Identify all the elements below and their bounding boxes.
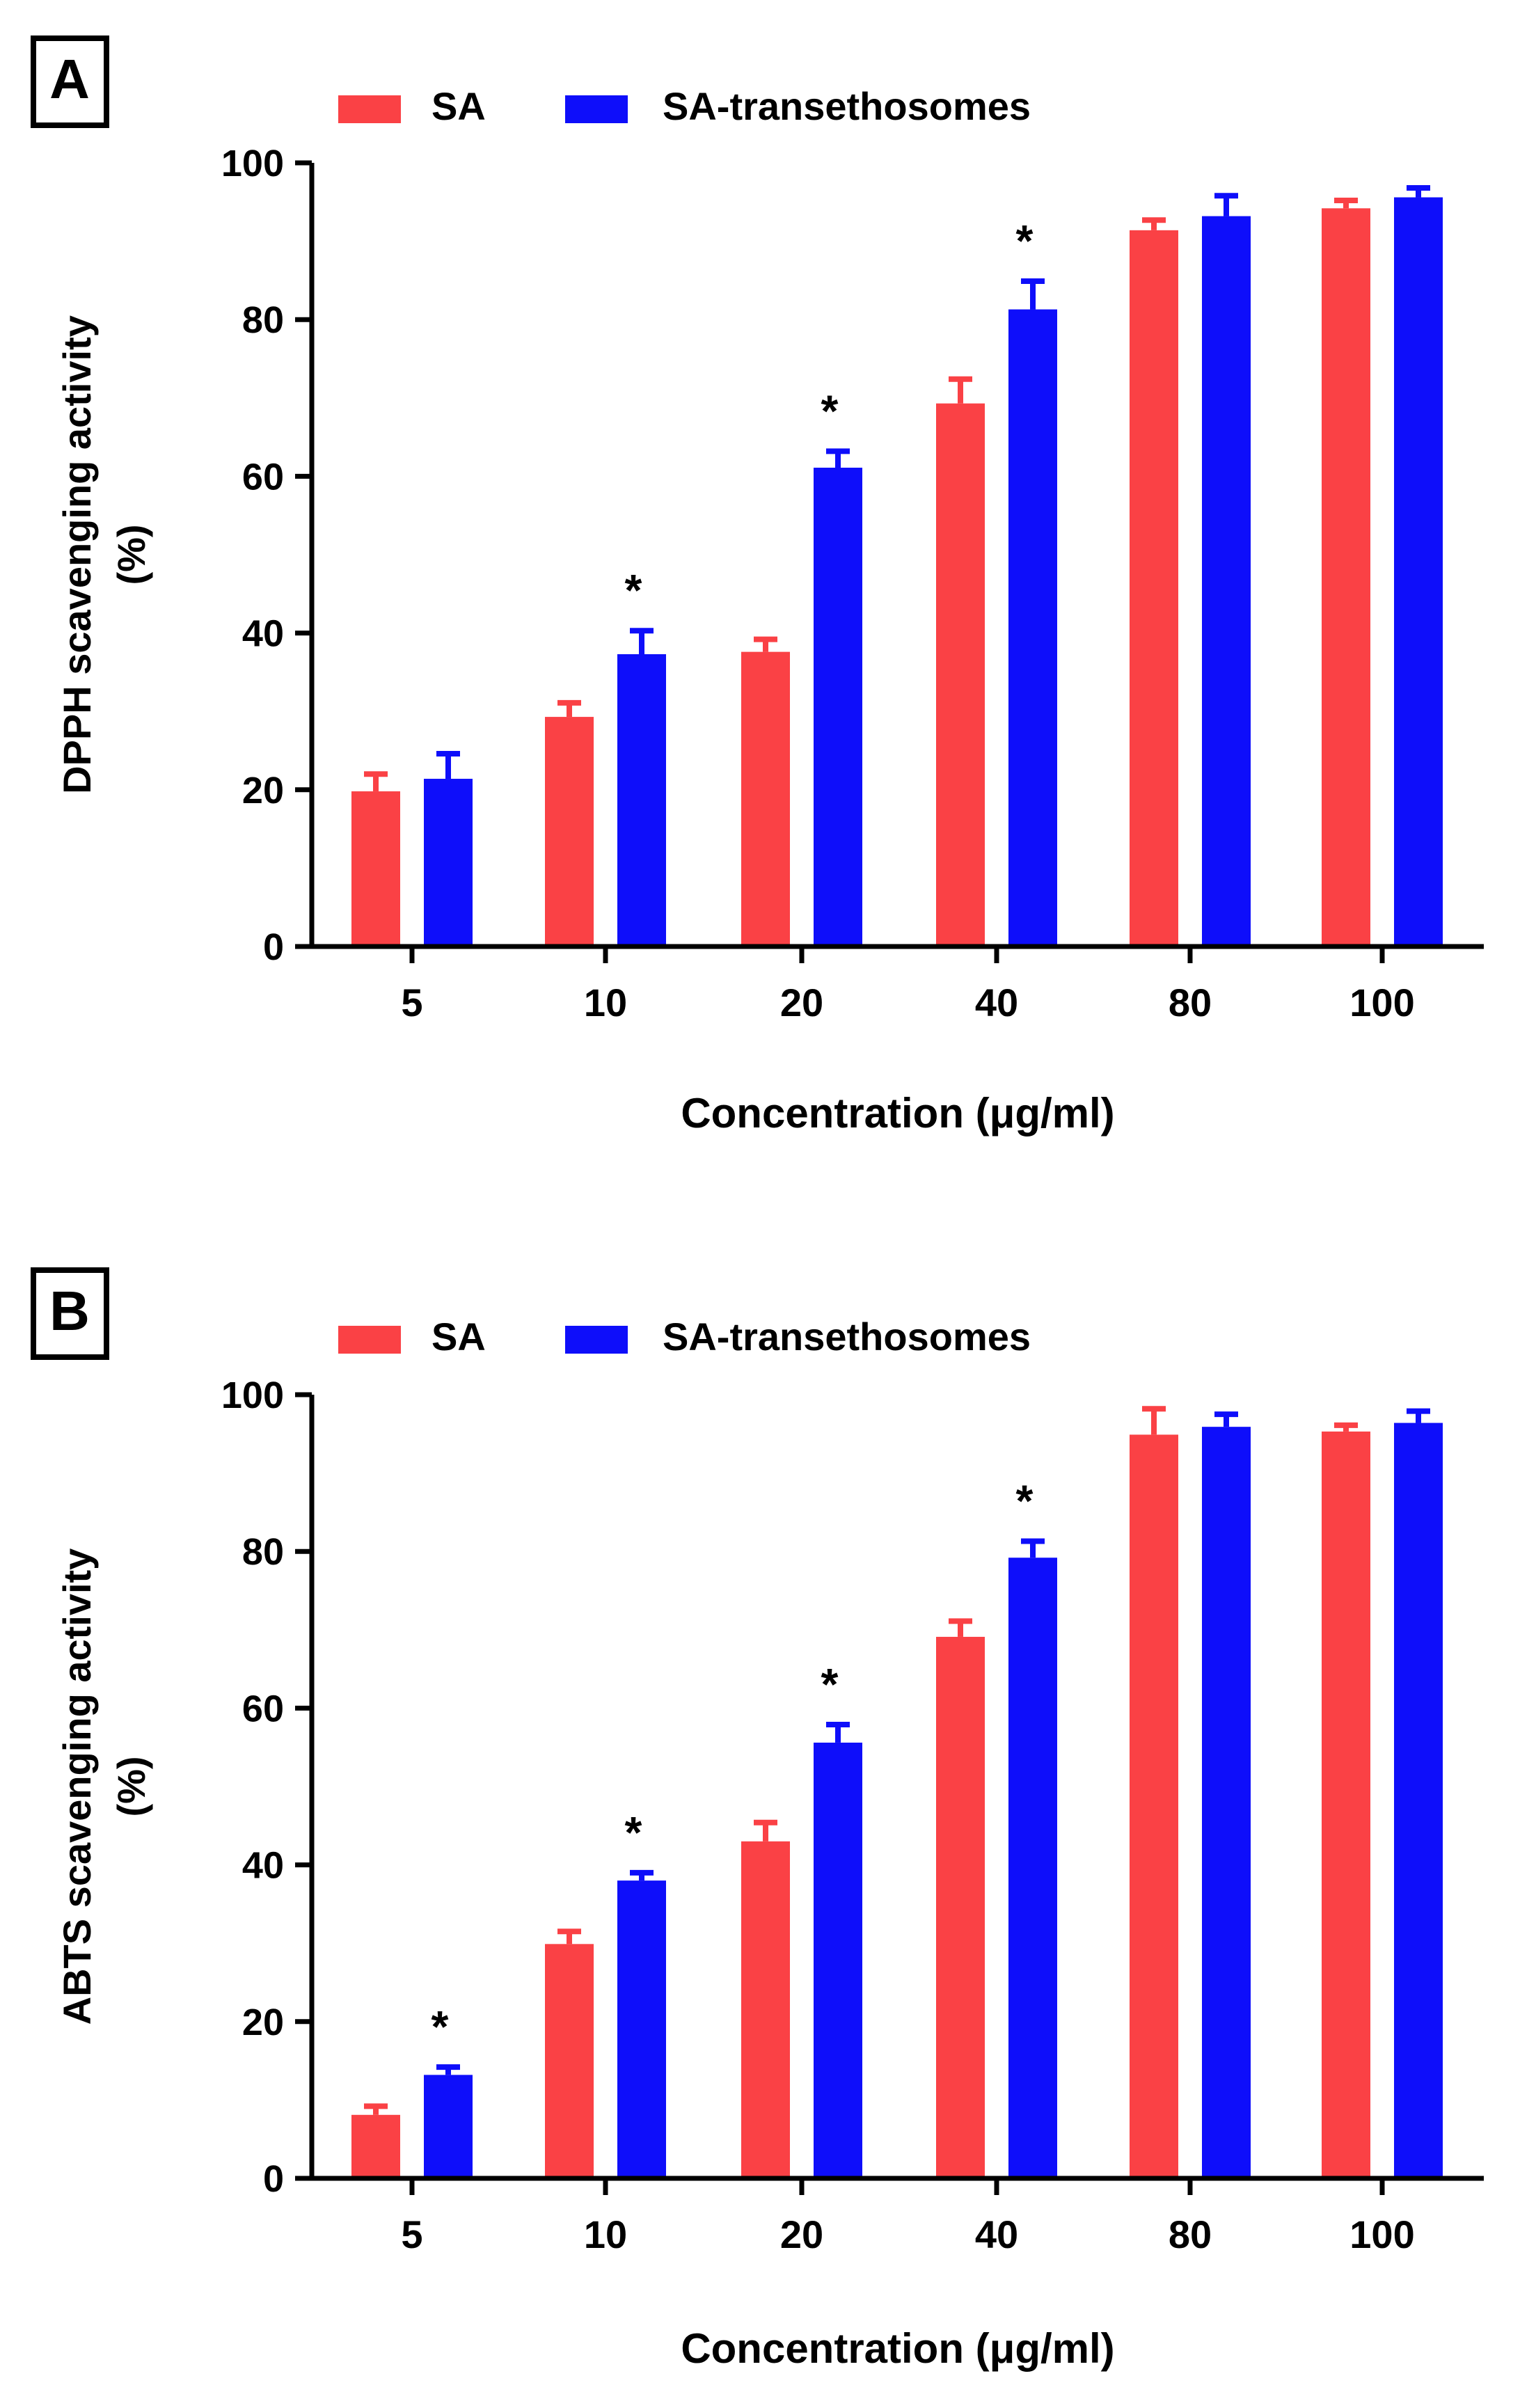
panel-a: A SA SA-transethosomes *** 020406080100 … [31, 35, 1484, 1136]
y-tick-label: 40 [242, 1845, 284, 1887]
x-tick-label: 20 [780, 2212, 823, 2256]
x-tick-label: 40 [975, 2212, 1018, 2256]
panel-label: B [49, 1280, 90, 1342]
panel-label-box [31, 35, 109, 128]
y-ticks: 0 20 40 60 80 100 [221, 1375, 312, 2200]
y-tick-label: 80 [242, 299, 284, 341]
significance-markers: * * * * [432, 1476, 1034, 2052]
significance-asterisk: * [432, 2002, 449, 2052]
bars [351, 1423, 1443, 2178]
legend-swatch-sa-transethosomes [565, 1326, 628, 1354]
x-tick-label: 5 [401, 2212, 422, 2256]
y-tick-label: 20 [242, 770, 284, 811]
significance-asterisk: * [821, 1659, 839, 1709]
legend-label-sa: SA [432, 1315, 486, 1359]
x-ticks: 5 10 20 40 80 100 [401, 2178, 1415, 2256]
x-tick-label: 100 [1349, 981, 1414, 1024]
x-tick-label: 80 [1169, 981, 1212, 1024]
bar-sa-transethosomes-80 [1202, 1427, 1251, 2178]
y-tick-label: 0 [263, 926, 284, 968]
bar-sa-80 [1130, 1434, 1178, 2178]
panel-b: B SA SA-transethosomes **** 020406080100… [31, 1267, 1484, 2372]
y-tick-label: 80 [242, 1531, 284, 1573]
bar-sa-transethosomes-10 [617, 1880, 666, 2178]
significance-asterisk: * [625, 565, 642, 615]
x-tick-label: 80 [1169, 2212, 1212, 2256]
bar-sa-5 [351, 2114, 400, 2178]
bar-sa-100 [1322, 1431, 1370, 2178]
bar-sa-transethosomes-40 [1008, 1558, 1057, 2178]
significance-asterisk: * [1016, 1476, 1034, 1526]
significance-asterisk: * [625, 1807, 642, 1858]
y-tick-label: 0 [263, 2158, 284, 2200]
panel-label: A [49, 48, 90, 110]
significance-asterisk: * [821, 386, 839, 436]
x-tick-label: 20 [780, 981, 823, 1024]
error-bars [364, 185, 1430, 792]
bar-sa-20 [741, 651, 790, 946]
x-axis-label: Concentration (μg/ml) [681, 1090, 1114, 1136]
bar-sa-5 [351, 791, 400, 946]
bar-sa-10 [545, 717, 594, 946]
y-ticks: 0 20 40 60 80 100 [221, 143, 312, 968]
y-tick-label: 100 [221, 143, 284, 184]
legend-swatch-sa-transethosomes [565, 95, 628, 123]
x-tick-label: 5 [401, 981, 422, 1024]
y-axis-label-unit: (%) [109, 524, 153, 585]
bar-sa-transethosomes-5 [424, 779, 473, 946]
legend-label-sa: SA [432, 84, 486, 128]
bar-sa-transethosomes-20 [814, 1742, 862, 2178]
y-axis-label: ABTS scavenging activity [55, 1548, 99, 2025]
significance-asterisk: * [1016, 216, 1034, 266]
y-axis-label-unit: (%) [109, 1756, 153, 1816]
panel-label-box [31, 1267, 109, 1360]
bar-sa-40 [936, 403, 985, 946]
legend-swatch-sa [338, 95, 401, 123]
bar-sa-transethosomes-5 [424, 2075, 473, 2178]
y-tick-label: 60 [242, 456, 284, 498]
bar-sa-transethosomes-100 [1394, 197, 1443, 947]
bar-sa-20 [741, 1841, 790, 2178]
bar-sa-40 [936, 1636, 985, 2178]
y-axis-label: DPPH scavenging activity [55, 315, 99, 794]
y-tick-label: 60 [242, 1688, 284, 1729]
x-tick-label: 10 [584, 2212, 627, 2256]
bar-sa-80 [1130, 230, 1178, 947]
legend-label-sa-transethosomes: SA-transethosomes [663, 84, 1031, 128]
bar-sa-transethosomes-100 [1394, 1423, 1443, 2178]
significance-markers: * * * [625, 216, 1034, 615]
error-bars [364, 1406, 1430, 2115]
legend-swatch-sa [338, 1326, 401, 1354]
y-tick-label: 100 [221, 1375, 284, 1416]
bar-sa-transethosomes-20 [814, 468, 862, 946]
x-axis-label: Concentration (μg/ml) [681, 2325, 1114, 2372]
x-tick-label: 10 [584, 981, 627, 1024]
legend-label-sa-transethosomes: SA-transethosomes [663, 1315, 1031, 1359]
bar-sa-transethosomes-40 [1008, 309, 1057, 946]
bar-sa-transethosomes-80 [1202, 216, 1251, 946]
x-ticks: 5 10 20 40 80 100 [401, 946, 1415, 1024]
bar-sa-100 [1322, 208, 1370, 947]
bar-sa-transethosomes-10 [617, 654, 666, 946]
y-tick-label: 20 [242, 2002, 284, 2043]
y-tick-label: 40 [242, 613, 284, 655]
bars [351, 197, 1443, 947]
x-tick-label: 40 [975, 981, 1018, 1024]
x-tick-label: 100 [1349, 2212, 1414, 2256]
bar-sa-10 [545, 1944, 594, 2178]
